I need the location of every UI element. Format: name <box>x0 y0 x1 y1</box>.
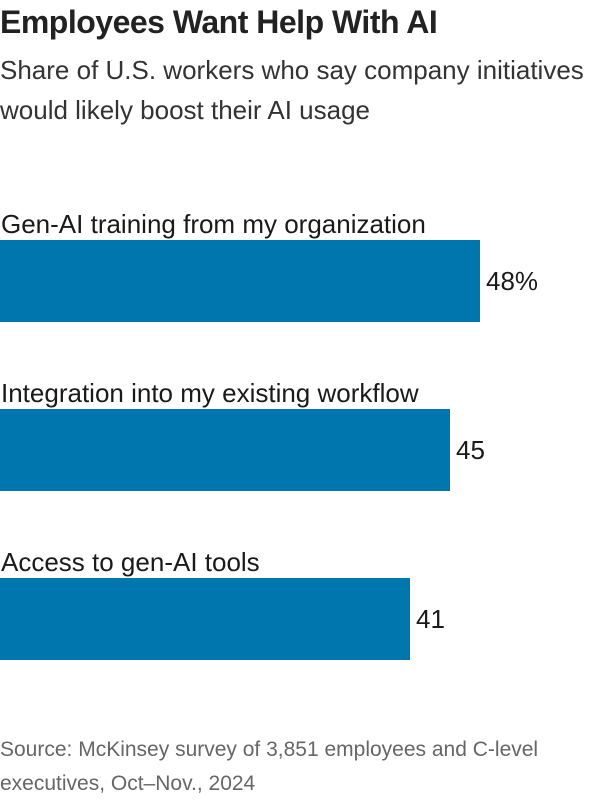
bar <box>0 578 410 660</box>
chart-title: Employees Want Help With AI <box>0 4 438 40</box>
category-label: Gen-AI training from my organization <box>1 209 426 239</box>
value-label: 41 <box>416 604 445 634</box>
bar <box>0 240 480 322</box>
bar-chart: Gen-AI training from my organization 48% I… <box>0 209 538 660</box>
category-label: Integration into my existing workflow <box>1 378 419 408</box>
bar <box>0 409 450 491</box>
value-label: 45 <box>456 435 485 465</box>
source-note: Source: McKinsey survey of 3,851 employe… <box>0 738 539 795</box>
category-label: Access to gen-AI tools <box>1 547 260 577</box>
chart-subtitle: Share of U.S. workers who say company in… <box>0 55 584 125</box>
value-label: 48% <box>486 266 538 296</box>
